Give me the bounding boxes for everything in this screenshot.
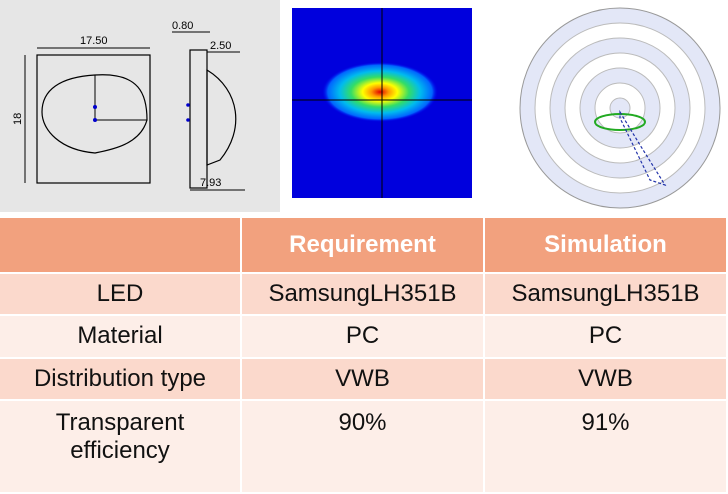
- header-cell: Simulation: [484, 218, 728, 274]
- dimension: 0.80: [172, 20, 193, 32]
- cell: VWB: [241, 357, 485, 401]
- table-row: Material PC PC: [0, 315, 728, 359]
- cell: PC: [484, 315, 728, 359]
- cell: VWB: [484, 357, 728, 401]
- cell: 91%: [484, 399, 728, 494]
- row-label: Transparent efficiency: [0, 399, 242, 494]
- dimension: 2.50: [210, 40, 231, 52]
- header-row: Requirement Simulation: [0, 218, 728, 274]
- illuminance-map: [285, 0, 490, 212]
- table-body: LED SamsungLH351B SamsungLH351B Material PC P…: [0, 273, 728, 494]
- row-label: Material: [0, 315, 242, 359]
- polar-plot: [519, 7, 721, 209]
- table-row: Transparent efficiency 90% 91%: [0, 399, 728, 494]
- cad-drawing: 17.50 18 0.80 2.50 7.93: [0, 0, 280, 212]
- cell: SamsungLH351B: [241, 273, 485, 317]
- spec-table: Requirement Simulation LED SamsungLH351B S…: [0, 218, 728, 494]
- dimension: 7.93: [200, 177, 221, 189]
- images: 17.50 18 0.80 2.50 7.93: [0, 0, 721, 212]
- dimension: 17.50: [80, 35, 108, 47]
- row-label: LED: [0, 273, 242, 317]
- cell: PC: [241, 315, 485, 359]
- header-blank: [0, 218, 242, 274]
- cell: 90%: [241, 399, 485, 494]
- dimension: 18: [12, 113, 24, 125]
- table-row: Distribution type VWB VWB: [0, 357, 728, 401]
- cell: SamsungLH351B: [484, 273, 728, 317]
- table-row: LED SamsungLH351B SamsungLH351B: [0, 273, 728, 317]
- row-label: Distribution type: [0, 357, 242, 401]
- header-cell: Requirement: [241, 218, 485, 274]
